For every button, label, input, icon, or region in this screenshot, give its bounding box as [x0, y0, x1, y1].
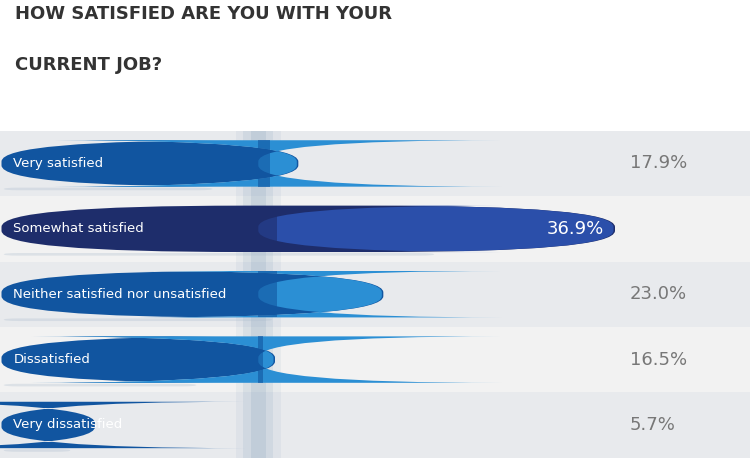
Text: 5.7%: 5.7% — [630, 416, 676, 434]
Text: Somewhat satisfied: Somewhat satisfied — [13, 222, 144, 235]
Bar — [258, 205, 277, 252]
Bar — [258, 271, 277, 318]
FancyBboxPatch shape — [2, 271, 383, 318]
Text: Neither satisfied nor unsatisfied: Neither satisfied nor unsatisfied — [13, 288, 226, 301]
FancyBboxPatch shape — [2, 336, 275, 383]
Text: HOW SATISFIED ARE YOU WITH YOUR: HOW SATISFIED ARE YOU WITH YOUR — [15, 5, 392, 23]
Bar — [0, 327, 750, 392]
Text: 23.0%: 23.0% — [630, 285, 687, 303]
FancyBboxPatch shape — [0, 402, 244, 448]
Bar — [0, 196, 750, 262]
Text: 16.5%: 16.5% — [630, 351, 687, 368]
FancyBboxPatch shape — [31, 336, 501, 383]
FancyBboxPatch shape — [4, 384, 196, 386]
Text: CURRENT JOB?: CURRENT JOB? — [15, 56, 162, 74]
Text: Very satisfied: Very satisfied — [13, 157, 104, 170]
Text: Very dissatisfied: Very dissatisfied — [13, 418, 123, 432]
Bar — [258, 336, 263, 383]
Bar — [243, 131, 273, 458]
Text: 17.9%: 17.9% — [630, 155, 687, 172]
FancyBboxPatch shape — [4, 449, 70, 452]
FancyBboxPatch shape — [2, 205, 615, 252]
FancyBboxPatch shape — [4, 188, 212, 190]
Text: Dissatisfied: Dissatisfied — [13, 353, 90, 366]
Bar — [0, 392, 750, 458]
Bar — [236, 131, 280, 458]
FancyBboxPatch shape — [54, 140, 501, 187]
FancyBboxPatch shape — [4, 253, 434, 255]
Bar — [0, 262, 750, 327]
FancyBboxPatch shape — [258, 205, 614, 252]
Bar — [258, 140, 270, 187]
FancyBboxPatch shape — [2, 140, 298, 187]
FancyBboxPatch shape — [4, 318, 272, 321]
FancyBboxPatch shape — [139, 271, 501, 318]
Text: 36.9%: 36.9% — [547, 220, 604, 238]
Bar — [0, 131, 750, 196]
Bar — [251, 131, 266, 458]
